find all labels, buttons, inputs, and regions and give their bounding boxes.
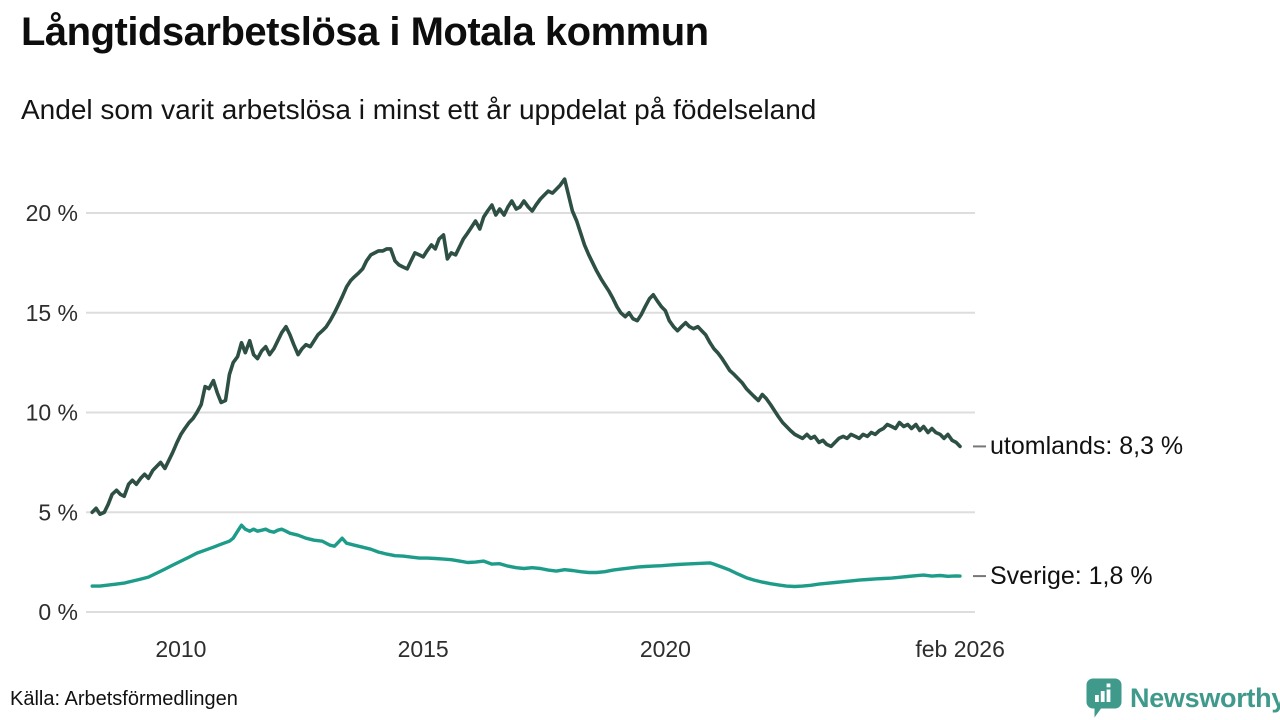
svg-text:feb 2026: feb 2026 — [915, 636, 1005, 662]
svg-text:2015: 2015 — [398, 636, 449, 662]
svg-text:5 %: 5 % — [38, 499, 78, 525]
series-end-label-utomlands: utomlands: 8,3 % — [990, 432, 1184, 461]
source-text: Källa: Arbetsförmedlingen — [10, 688, 238, 710]
svg-text:0 %: 0 % — [38, 599, 78, 625]
bar-chart-speech-bubble-icon — [1086, 678, 1122, 718]
svg-text:15 %: 15 % — [26, 300, 78, 326]
svg-text:20 %: 20 % — [26, 200, 78, 226]
newsworthy-wordmark: Newsworthy — [1130, 683, 1280, 713]
chart-subtitle: Andel som varit arbetslösa i minst ett å… — [21, 94, 817, 125]
svg-text:2010: 2010 — [155, 636, 206, 662]
svg-text:10 %: 10 % — [26, 400, 78, 426]
series-end-label-sverige: Sverige: 1,8 % — [990, 562, 1153, 591]
svg-text:2020: 2020 — [640, 636, 691, 662]
newsworthy-logo: Newsworthy — [1086, 678, 1280, 719]
page-title: Långtidsarbetslösa i Motala kommun — [21, 10, 709, 54]
